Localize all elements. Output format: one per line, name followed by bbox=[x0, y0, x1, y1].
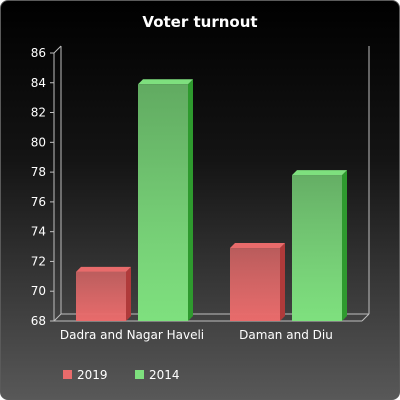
bar-side bbox=[126, 266, 131, 321]
bar-top bbox=[138, 79, 193, 85]
bar-2014-1 bbox=[138, 79, 193, 322]
bar-front bbox=[138, 84, 188, 322]
bar-2014-2 bbox=[292, 170, 347, 321]
y-tick-label: 70 bbox=[31, 284, 46, 298]
y-tick-label: 84 bbox=[31, 76, 46, 90]
y-tick-label: 78 bbox=[31, 165, 46, 179]
y-tick-label: 76 bbox=[31, 195, 46, 209]
bar-side bbox=[188, 79, 193, 322]
legend-label: 2014 bbox=[149, 368, 180, 382]
bar-top bbox=[230, 243, 285, 249]
bar-2019-1 bbox=[76, 266, 131, 321]
bars bbox=[76, 79, 347, 322]
y-tick-label: 72 bbox=[31, 254, 46, 268]
depth-edge bbox=[53, 45, 62, 54]
y-tick-label: 74 bbox=[31, 225, 46, 239]
bar-side bbox=[280, 243, 285, 321]
legend-label: 2019 bbox=[77, 368, 108, 382]
y-axis-ticks: 68 70 72 74 76 78 80 82 84 86 bbox=[31, 46, 54, 328]
bar-top bbox=[292, 170, 347, 176]
bar-front bbox=[230, 248, 280, 321]
floor-edge-left bbox=[53, 313, 62, 322]
y-tick-label: 82 bbox=[31, 106, 46, 120]
bar-top bbox=[76, 266, 131, 272]
y-tick-label: 80 bbox=[31, 135, 46, 149]
bar-front bbox=[76, 271, 126, 321]
legend-swatch bbox=[135, 370, 144, 379]
x-axis-labels: Dadra and Nagar Haveli Daman and Diu bbox=[60, 328, 333, 342]
bar-side bbox=[342, 170, 347, 321]
x-category-label: Daman and Diu bbox=[239, 328, 333, 342]
y-tick-label: 68 bbox=[31, 314, 46, 328]
bar-front bbox=[292, 175, 342, 321]
legend-item-2014: 2014 bbox=[135, 368, 180, 382]
legend: 2019 2014 bbox=[63, 368, 180, 382]
bar-2019-2 bbox=[230, 243, 285, 321]
floor-edge bbox=[361, 313, 370, 322]
y-tick-label: 86 bbox=[31, 46, 46, 60]
legend-item-2019: 2019 bbox=[63, 368, 108, 382]
x-category-label: Dadra and Nagar Haveli bbox=[60, 328, 204, 342]
chart-title: Voter turnout bbox=[142, 13, 257, 31]
legend-swatch bbox=[63, 370, 72, 379]
